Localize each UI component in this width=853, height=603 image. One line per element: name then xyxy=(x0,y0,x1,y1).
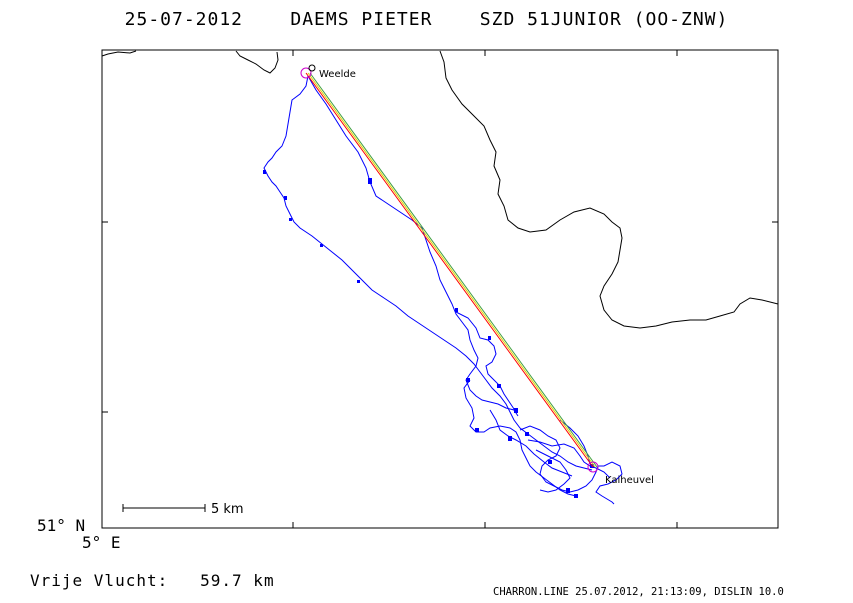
latitude-label: 51° N xyxy=(37,516,86,535)
longitude-label: 5° E xyxy=(82,533,121,552)
scale-bar xyxy=(122,504,206,512)
task-line-green xyxy=(309,72,598,468)
start-marker xyxy=(300,67,312,79)
finish-label: Kaiheuvel xyxy=(605,475,654,486)
track-fixes xyxy=(263,170,594,498)
flight-track xyxy=(263,75,623,505)
map-frame xyxy=(101,49,779,529)
task-line-yellow xyxy=(307,72,596,468)
scale-label: 5 km xyxy=(211,502,244,517)
glider-name: SZD 51JUNIOR (OO-ZNW) xyxy=(479,9,729,30)
start-waypoint-dot xyxy=(308,64,316,72)
footer-info: CHARRON.LINE 25.07.2012, 21:13:09, DISLI… xyxy=(493,586,784,598)
distance-value: 59.7 km xyxy=(200,571,275,590)
start-label: Weelde xyxy=(319,69,356,80)
distance-label: Vrije Vlucht: xyxy=(30,571,169,590)
flight-date: 25-07-2012 xyxy=(124,9,244,30)
pilot-name: DAEMS PIETER xyxy=(290,9,433,30)
flight-title: 25-07-2012 DAEMS PIETER SZD 51JUNIOR (OO… xyxy=(0,9,853,30)
axis-ticks xyxy=(102,50,778,528)
distance-summary: Vrije Vlucht: 59.7 km xyxy=(30,571,275,590)
task-line-red xyxy=(305,72,594,468)
finish-marker xyxy=(587,461,599,473)
country-border xyxy=(101,50,779,329)
